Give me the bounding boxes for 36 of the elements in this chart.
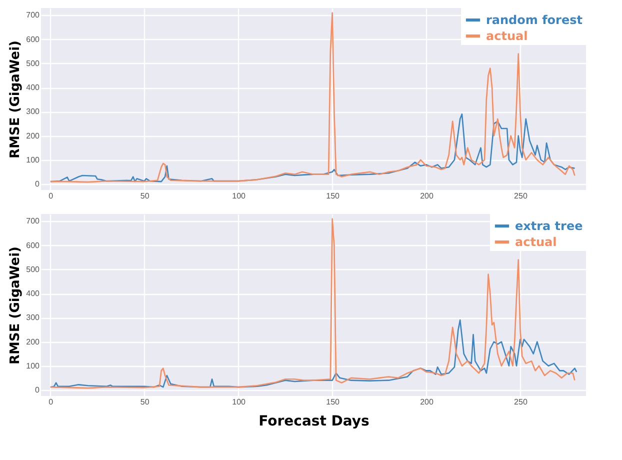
y-tick-label: 100 bbox=[26, 155, 40, 164]
y-axis-title: RMSE (GigaWei) bbox=[8, 246, 24, 364]
y-tick-label: 200 bbox=[26, 337, 40, 346]
x-tick-label: 200 bbox=[420, 192, 434, 200]
y-tick-label: 700 bbox=[26, 216, 40, 226]
y-tick-label: 700 bbox=[26, 10, 40, 20]
x-tick-label: 250 bbox=[514, 398, 528, 406]
y-tick-label: 0 bbox=[35, 385, 40, 394]
y-tick-label: 200 bbox=[26, 131, 40, 140]
y-tick-label: 300 bbox=[26, 313, 40, 322]
y-tick-label: 600 bbox=[26, 34, 40, 44]
y-tick-label: 400 bbox=[26, 289, 40, 298]
y-tick-label: 500 bbox=[26, 264, 40, 274]
x-tick-label: 150 bbox=[326, 398, 340, 406]
y-axis-title: RMSE (GigaWei) bbox=[8, 40, 24, 158]
x-tick-label: 100 bbox=[232, 192, 246, 200]
legend-label: random forest bbox=[486, 13, 583, 27]
x-tick-label: 150 bbox=[326, 192, 340, 200]
y-tick-label: 400 bbox=[26, 83, 40, 92]
y-tick-label: 0 bbox=[35, 179, 40, 188]
x-axis-title: Forecast Days bbox=[258, 414, 370, 430]
x-tick-label: 0 bbox=[48, 398, 54, 406]
y-tick-label: 100 bbox=[26, 361, 40, 370]
legend-label: actual bbox=[515, 235, 557, 249]
x-tick-label: 100 bbox=[232, 398, 246, 406]
legend-label: actual bbox=[486, 29, 528, 43]
x-tick-label: 0 bbox=[48, 192, 54, 200]
y-tick-label: 500 bbox=[26, 58, 40, 68]
legend-label: extra tree bbox=[515, 219, 583, 233]
y-tick-label: 600 bbox=[26, 240, 40, 250]
x-tick-label: 50 bbox=[140, 398, 150, 406]
line-series bbox=[50, 319, 578, 388]
x-tick-label: 50 bbox=[140, 192, 150, 200]
x-tick-label: 250 bbox=[514, 192, 528, 200]
x-tick-label: 200 bbox=[420, 398, 434, 406]
y-tick-label: 300 bbox=[26, 107, 40, 116]
